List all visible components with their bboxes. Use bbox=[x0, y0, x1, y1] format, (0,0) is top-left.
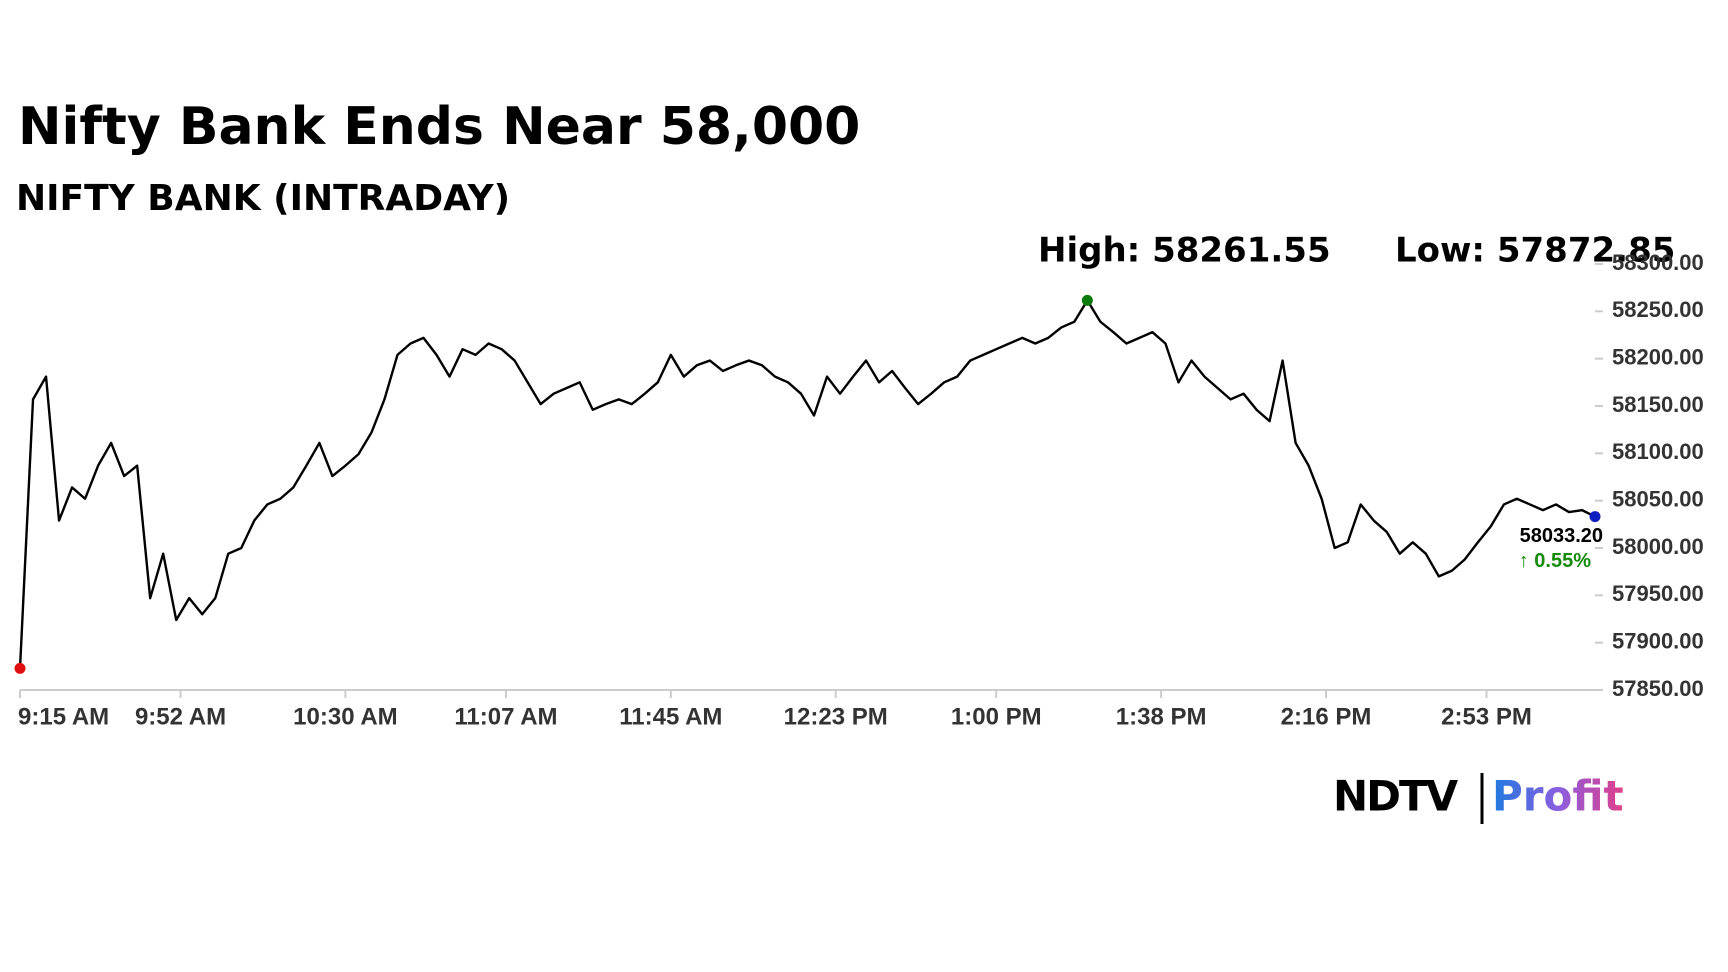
low-label: Low: 57872.85 bbox=[1395, 231, 1675, 271]
x-tick-label: 11:45 AM bbox=[619, 703, 722, 730]
high-label: High: 58261.55 bbox=[1038, 231, 1331, 271]
logo-product: Profit bbox=[1492, 772, 1624, 821]
price-line bbox=[18, 299, 1596, 669]
low-marker bbox=[14, 662, 26, 674]
y-tick-label: 58200.00 bbox=[1612, 344, 1704, 369]
logo-brand: NDTV bbox=[1333, 772, 1459, 821]
chart-subtitle: NIFTY BANK (INTRADAY) bbox=[16, 178, 510, 219]
x-tick-label: 9:52 AM bbox=[135, 703, 226, 730]
x-tick-label: 9:15 AM bbox=[18, 703, 109, 730]
y-tick-label: 57850.00 bbox=[1612, 676, 1704, 701]
x-tick-label: 10:30 AM bbox=[293, 703, 397, 730]
change-label: ↑ 0.55% bbox=[1519, 550, 1591, 572]
high-marker bbox=[1081, 294, 1093, 306]
x-tick-label: 11:07 AM bbox=[454, 703, 557, 730]
y-tick-label: 57950.00 bbox=[1612, 581, 1704, 606]
x-tick-label: 1:38 PM bbox=[1116, 703, 1207, 730]
y-tick-label: 58000.00 bbox=[1612, 534, 1704, 559]
x-tick-label: 1:00 PM bbox=[951, 703, 1042, 730]
y-tick-label: 57900.00 bbox=[1612, 628, 1704, 653]
chart-title: Nifty Bank Ends Near 58,000 bbox=[18, 97, 860, 157]
last-value-label: 58033.20 bbox=[1520, 525, 1603, 547]
y-tick-label: 58100.00 bbox=[1612, 439, 1704, 464]
x-tick-label: 2:53 PM bbox=[1441, 703, 1532, 730]
last-marker bbox=[1589, 511, 1601, 523]
x-tick-label: 2:16 PM bbox=[1281, 703, 1372, 730]
y-tick-label: 58300.00 bbox=[1612, 250, 1704, 275]
x-tick-label: 12:23 PM bbox=[784, 703, 888, 730]
y-tick-label: 58050.00 bbox=[1612, 486, 1704, 511]
y-tick-label: 58150.00 bbox=[1612, 392, 1704, 417]
y-tick-label: 58250.00 bbox=[1612, 297, 1704, 322]
